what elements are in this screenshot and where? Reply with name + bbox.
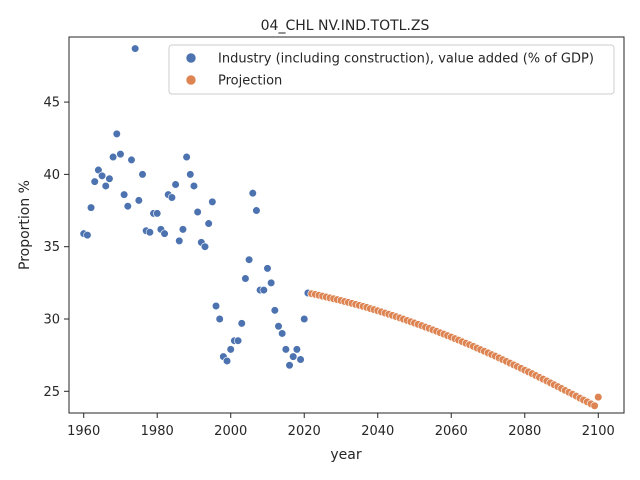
industry-data-point — [237, 319, 246, 328]
industry-data-point — [215, 314, 224, 324]
y-tick-label: 25 — [43, 385, 60, 400]
industry-data-point — [263, 264, 272, 273]
legend: Industry (including construction), value… — [168, 44, 615, 95]
x-tick-label: 2080 — [508, 424, 541, 439]
x-tick-label: 2060 — [435, 424, 468, 439]
projection-data-point — [594, 392, 603, 402]
industry-data-point — [120, 190, 129, 199]
legend-label-projection: Projection — [218, 74, 282, 89]
industry-data-point — [109, 152, 118, 162]
industry-data-point — [278, 329, 287, 338]
industry-data-point — [86, 203, 96, 212]
industry-data-point — [171, 180, 180, 189]
legend-marker-projection — [185, 74, 197, 86]
industry-data-point — [112, 129, 121, 138]
chart-title: 04_CHL NV.IND.TOTL.ZS — [261, 18, 430, 34]
industry-data-point — [281, 345, 290, 354]
x-tick-label: 1980 — [141, 424, 174, 439]
industry-data-point — [131, 44, 140, 53]
x-tick-label: 2020 — [288, 424, 321, 439]
industry-data-point — [204, 219, 213, 228]
industry-data-point — [127, 155, 136, 165]
industry-data-point — [241, 274, 250, 283]
industry-data-point — [189, 181, 199, 191]
industry-data-point — [244, 255, 254, 264]
y-axis-title: Proportion % — [17, 180, 33, 270]
industry-data-point — [270, 306, 279, 315]
industry-data-point — [160, 229, 169, 238]
industry-data-point — [285, 361, 294, 370]
industry-data-point — [267, 278, 276, 287]
x-tick-label: 2000 — [214, 424, 247, 439]
industry-data-point — [296, 355, 305, 364]
industry-data-point — [300, 314, 309, 324]
industry-data-point — [145, 228, 154, 237]
industry-data-point — [274, 322, 283, 331]
y-axis-ticks: 25 30 35 40 45 — [43, 96, 69, 400]
industry-data-point — [83, 231, 92, 240]
industry-data-point — [178, 225, 188, 234]
legend-label-industry: Industry (including construction), value… — [218, 52, 594, 67]
industry-data-point — [226, 345, 235, 354]
industry-data-point — [259, 285, 268, 295]
industry-data-point — [208, 197, 217, 206]
industry-data-point — [211, 301, 221, 311]
industry-data-point — [153, 209, 162, 218]
industry-data-point — [167, 193, 177, 202]
y-tick-label: 35 — [43, 240, 60, 255]
industry-data-point — [186, 170, 195, 179]
industry-data-point — [101, 181, 110, 191]
industry-data-point — [222, 356, 232, 366]
industry-data-point — [123, 202, 132, 211]
industry-data-point — [134, 196, 143, 205]
industry-data-point — [292, 345, 301, 354]
industry-data-point — [233, 336, 243, 345]
industry-data-point — [116, 150, 125, 159]
legend-box — [168, 44, 615, 95]
plot-area-frame — [68, 36, 625, 414]
industry-data-point — [289, 352, 298, 361]
x-axis-ticks: 1960 1980 2000 2020 2040 2060 2080 2100 — [67, 413, 615, 439]
y-tick-label: 40 — [43, 168, 60, 183]
industry-data-point — [182, 152, 191, 162]
y-tick-label: 45 — [43, 96, 60, 111]
x-tick-label: 2040 — [361, 424, 394, 439]
x-axis-title: year — [330, 447, 361, 463]
industry-data-point — [175, 236, 184, 246]
data-points — [79, 44, 603, 410]
industry-data-point — [248, 189, 257, 198]
legend-marker-industry — [185, 52, 197, 64]
industry-data-point — [94, 165, 103, 175]
industry-data-point — [193, 207, 202, 217]
industry-data-point — [105, 174, 114, 183]
x-tick-label: 1960 — [67, 424, 100, 439]
industry-data-point — [200, 242, 210, 251]
industry-data-point — [90, 177, 99, 186]
industry-data-point — [97, 171, 107, 180]
industry-data-point — [252, 206, 261, 215]
industry-data-point — [138, 170, 147, 179]
projection-data-point — [590, 401, 599, 410]
y-tick-label: 30 — [43, 313, 60, 328]
x-tick-label: 2100 — [582, 424, 615, 439]
